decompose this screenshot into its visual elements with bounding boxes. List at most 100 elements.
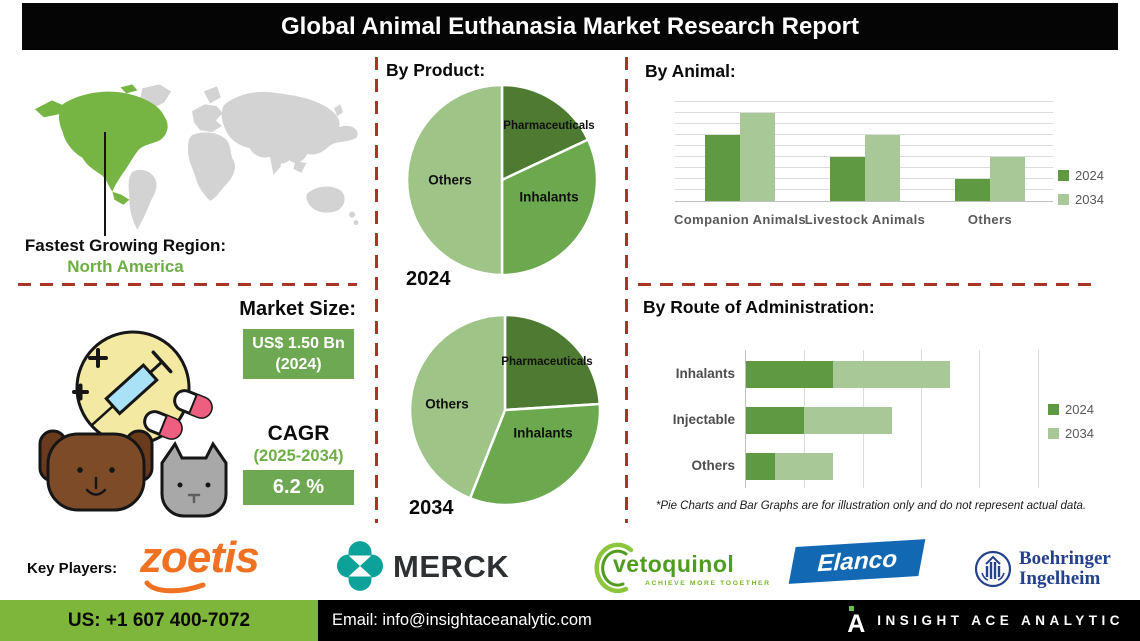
pie2-year-label: 2034: [409, 497, 454, 519]
pie-slice-inhalants: [468, 402, 602, 507]
gridline: [675, 134, 1053, 135]
legend-label-2024: 2024: [1075, 168, 1104, 183]
gridline: [675, 123, 1053, 124]
legend-swatch-2024: [1058, 170, 1069, 181]
legend-swatch-2034: [1048, 428, 1059, 439]
footer-bar: Email: info@insightaceanalytic.com A INS…: [318, 600, 1140, 641]
zoetis-swoosh-icon: [144, 580, 206, 594]
gridline: [675, 156, 1053, 157]
bar-2034-injectable: [804, 407, 892, 434]
bar-2024-injectable: [746, 407, 805, 434]
map-pointer-line: [104, 132, 106, 236]
bar-2034-inhalants: [833, 361, 951, 388]
bar-2024-others: [954, 179, 990, 201]
pie1-label-pharmaceuticals: Pharmaceuticals: [503, 120, 595, 132]
route-category-injectable: Injectable: [672, 412, 735, 427]
animal-category-livestock: Livestock Animals: [804, 212, 926, 227]
insight-ace-brand: A INSIGHT ACE ANALYTIC: [847, 600, 1124, 641]
divider-vertical-left: [375, 57, 378, 523]
gridline: [920, 350, 922, 488]
legend-label-2034: 2034: [1065, 426, 1094, 441]
footer-phone: US: +1 607 400-7072: [0, 600, 318, 641]
syringe-icon: [89, 350, 173, 428]
insight-ace-logo-icon: A: [847, 603, 867, 639]
legend-item-2024: 2024: [1058, 168, 1104, 183]
market-size-value-box: US$ 1.50 Bn (2024): [243, 329, 354, 379]
north-america-shape: [34, 84, 168, 205]
fastest-growing-label: Fastest Growing Region:: [24, 236, 227, 255]
pie2-label-inhalants: Inhalants: [513, 425, 573, 441]
pill-icon: [143, 410, 183, 440]
insight-ace-brand-text: INSIGHT ACE ANALYTIC: [877, 613, 1124, 628]
legend-swatch-2034: [1058, 194, 1069, 205]
divider-horizontal-left: [18, 283, 357, 286]
merck-symbol-icon: [337, 541, 383, 591]
by-product-heading: By Product:: [386, 60, 486, 80]
legend-swatch-2024: [1048, 404, 1059, 415]
key-players-label: Key Players:: [27, 560, 118, 577]
boehringer-line2: Ingelheim: [1019, 568, 1101, 589]
cat-icon: [160, 441, 228, 518]
map-land: [128, 84, 359, 230]
cagr-period: (2025-2034): [253, 447, 344, 465]
legend-item-2034: 2034: [1048, 426, 1094, 441]
route-category-inhalants: Inhalants: [675, 366, 735, 381]
pie-slice-others: [408, 313, 507, 500]
logo-green-dot: [849, 605, 855, 611]
animal-category-others: Others: [967, 212, 1013, 227]
by-route-heading: By Route of Administration:: [643, 297, 875, 317]
gridline: [1037, 350, 1039, 488]
bar-2034-others: [775, 453, 834, 480]
pie-slice-inhalants: [500, 138, 599, 277]
bar-2024-inhalants: [746, 361, 834, 388]
vetoquinol-swoosh-icon: [594, 542, 634, 594]
elanco-logo: Elanco: [788, 539, 926, 584]
elanco-logo-text: Elanco: [816, 545, 898, 577]
pill-icon: [173, 389, 213, 419]
pie-slice-others: [405, 83, 504, 277]
market-size-label: Market Size:: [239, 298, 356, 320]
cagr-label: CAGR: [267, 422, 330, 445]
bar-2024-others: [746, 453, 776, 480]
bar-2024-livestock-animals: [829, 157, 865, 201]
fastest-growing-region: North America: [67, 257, 184, 276]
world-map: [34, 84, 359, 230]
legend-label-2034: 2034: [1075, 192, 1104, 207]
vetoquinol-tagline: ACHIEVE MORE TOGETHER: [645, 580, 771, 587]
route-chart-plot: [745, 350, 1047, 488]
pie-slice-pharmaceuticals: [500, 83, 590, 182]
pie-chart-2034: [408, 313, 602, 507]
pie1-year-label: 2024: [406, 268, 451, 290]
boehringer-logo: Boehringer Ingelheim: [1019, 549, 1111, 589]
legend-item-2024: 2024: [1048, 402, 1094, 417]
legend-item-2034: 2034: [1058, 192, 1104, 207]
divider-horizontal-right: [638, 283, 1094, 286]
market-size-year: (2024): [275, 356, 322, 373]
boehringer-line1: Boehringer: [1019, 548, 1111, 569]
by-animal-heading: By Animal:: [645, 61, 736, 81]
pet-medicine-illustration: [38, 330, 228, 518]
pie2-label-pharmaceuticals: Pharmaceuticals: [501, 356, 593, 368]
route-chart-legend: 2024 2034: [1048, 402, 1094, 441]
dog-icon: [38, 429, 154, 512]
pie2-label-others: Others: [425, 396, 469, 412]
chart-disclaimer: *Pie Charts and Bar Graphs are for illus…: [655, 500, 1087, 512]
zoetis-logo: zoetis: [140, 533, 260, 582]
bar-2024-companion-animals: [704, 135, 740, 201]
logo-a-glyph: A: [847, 609, 866, 638]
vetoquinol-logo: vetoquinol: [613, 551, 735, 577]
animal-category-companion: Companion Animals: [674, 212, 806, 227]
gridline: [675, 101, 1053, 102]
page-title: Global Animal Euthanasia Market Research…: [22, 3, 1118, 50]
gridline: [979, 350, 981, 488]
pie-slice-pharmaceuticals: [503, 313, 602, 412]
pie1-label-inhalants: Inhalants: [519, 189, 579, 205]
market-size-value: US$ 1.50 Bn: [252, 335, 345, 352]
pie-chart-2024: [405, 83, 599, 277]
cagr-value-box: 6.2 %: [243, 470, 354, 505]
bar-2034-companion-animals: [739, 113, 775, 201]
boehringer-emblem-icon: [974, 550, 1012, 588]
bar-2034-others: [989, 157, 1025, 201]
gridline: [675, 145, 1053, 146]
